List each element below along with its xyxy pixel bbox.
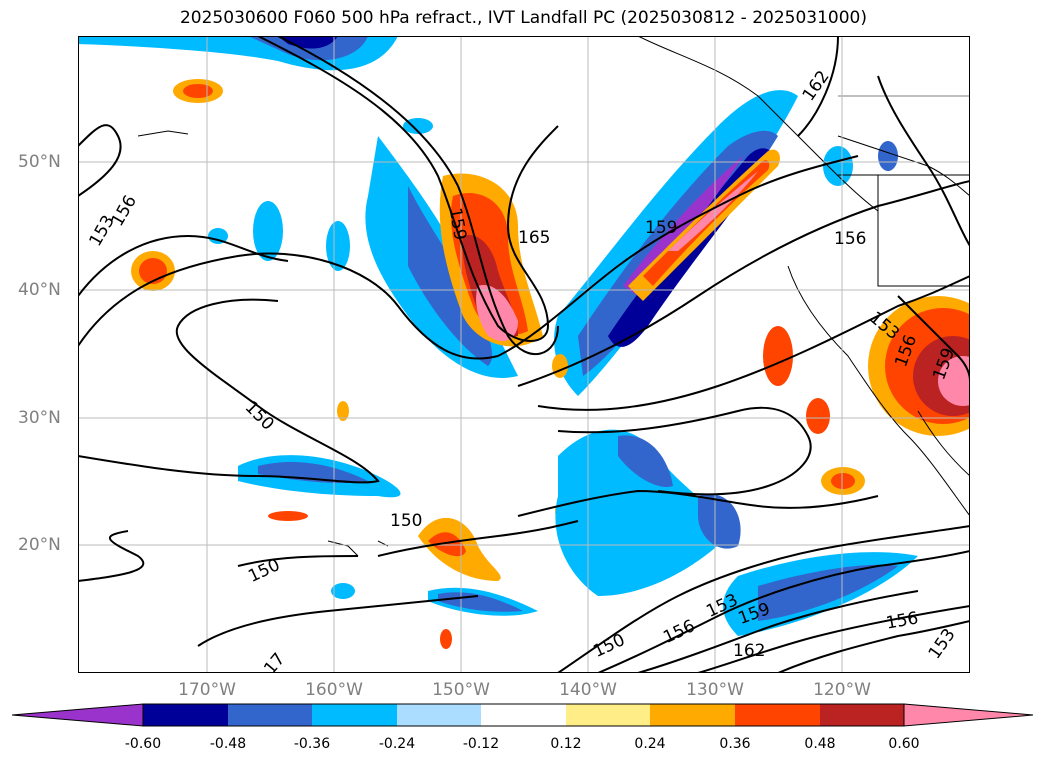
- contour-label: 165: [518, 228, 551, 248]
- colorbar-tick: -0.48: [209, 736, 247, 752]
- colorbar-segment: [143, 704, 228, 726]
- lon-label-130w: 130°W: [686, 680, 744, 700]
- colorbar-segment: [312, 704, 397, 726]
- colorbar-segment: [820, 704, 904, 726]
- lat-label-40n: 40°N: [18, 280, 61, 300]
- colorbar-segment: [650, 704, 735, 726]
- lat-label-30n: 30°N: [18, 408, 61, 428]
- colorbar-tick: 0.60: [888, 736, 920, 752]
- map-title: 2025030600 F060 500 hPa refract., IVT La…: [179, 8, 867, 28]
- colorbar-tick: -0.12: [462, 736, 500, 752]
- colorbar: [12, 703, 1034, 727]
- contour-label: 150: [390, 511, 423, 531]
- shaded-anomalies: [78, 36, 970, 649]
- lon-label-120w: 120°W: [813, 680, 871, 700]
- map-panel: 162 159 156 153 150 165 159 156 153 156 …: [78, 36, 970, 673]
- lon-label-170w: 170°W: [178, 680, 236, 700]
- map-svg: [78, 36, 970, 673]
- colorbar-segment: [397, 704, 481, 726]
- colorbar-outline: [142, 703, 905, 727]
- coastlines: [137, 36, 970, 557]
- colorbar-segment: [735, 704, 820, 726]
- colorbar-tick: 0.36: [719, 736, 751, 752]
- lat-label-20n: 20°N: [18, 535, 61, 555]
- gridlines: [78, 36, 970, 673]
- colorbar-extend-right: [903, 703, 1034, 727]
- colorbar-tick: 0.24: [634, 736, 666, 752]
- colorbar-segment: [228, 704, 312, 726]
- lon-label-140w: 140°W: [559, 680, 617, 700]
- lon-label-160w: 160°W: [305, 680, 363, 700]
- contour-label: 156: [834, 229, 867, 249]
- contour-label: 159: [645, 218, 678, 238]
- refractivity-contours: [78, 36, 970, 673]
- colorbar-tick: 0.48: [804, 736, 836, 752]
- colorbar-extend-left: [12, 703, 144, 727]
- contour-label: 162: [733, 641, 766, 661]
- colorbar-tick: -0.60: [124, 736, 162, 752]
- lat-label-50n: 50°N: [18, 152, 61, 172]
- colorbar-tick: 0.12: [550, 736, 582, 752]
- lon-label-150w: 150°W: [432, 680, 490, 700]
- colorbar-segment: [481, 704, 566, 726]
- colorbar-tick: -0.24: [378, 736, 416, 752]
- colorbar-tick: -0.36: [293, 736, 331, 752]
- colorbar-segment: [566, 704, 650, 726]
